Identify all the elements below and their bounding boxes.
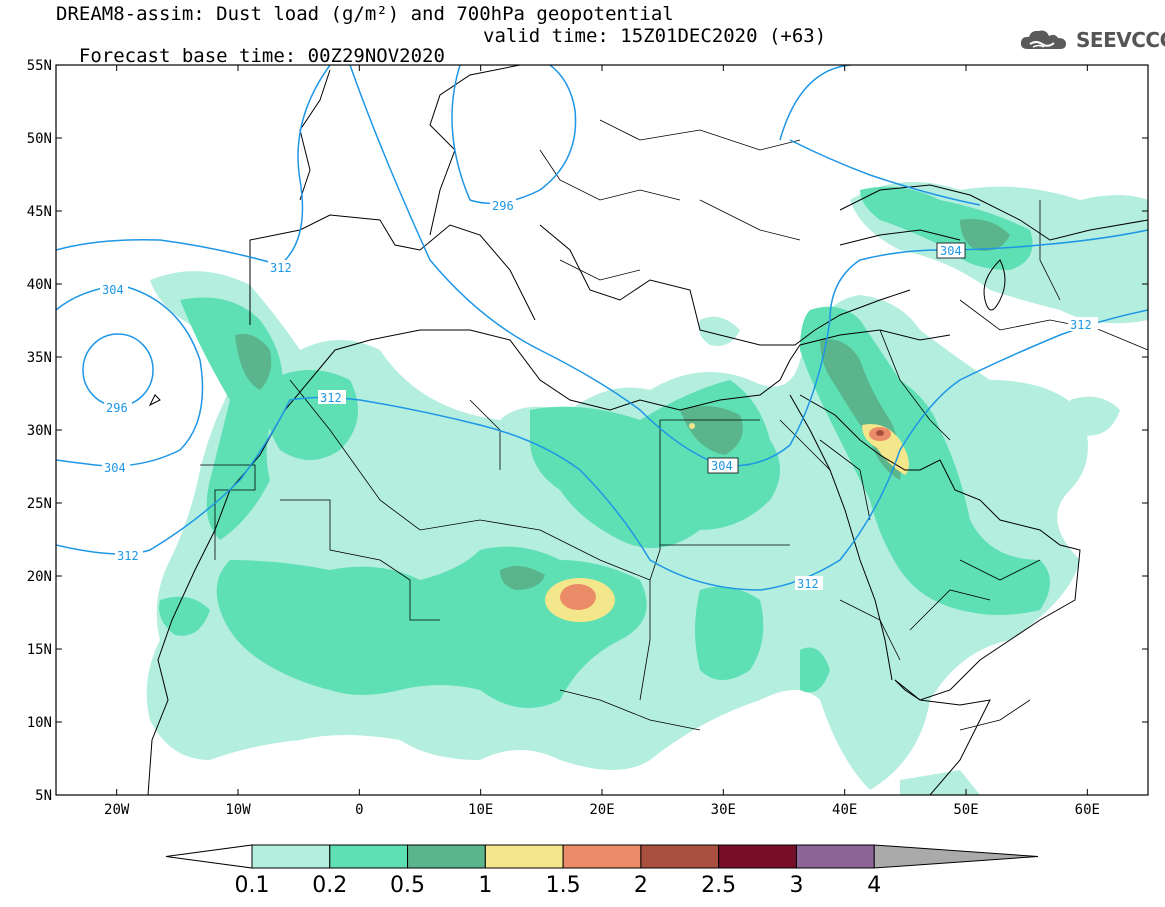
lon-label: 40E <box>832 802 857 818</box>
lat-label: 30N <box>27 423 52 439</box>
contour-label: 304 <box>104 461 126 475</box>
country-borders <box>200 119 1148 731</box>
map-title: DREAM8-assim: Dust load (g/m²) and 700hP… <box>56 3 674 25</box>
lat-label: 45N <box>27 204 52 220</box>
colorbar-label: 2 <box>634 873 648 898</box>
lon-label: 20W <box>104 802 130 818</box>
logo-text: SEEVCCC <box>1076 28 1165 52</box>
colorbar-label: 0.5 <box>390 873 425 898</box>
colorbar-label: 0.2 <box>312 873 347 898</box>
lat-label: 15N <box>27 642 52 658</box>
lat-label: 10N <box>27 715 52 731</box>
dust-shading-brown <box>876 430 884 436</box>
lon-label: 50E <box>953 802 978 818</box>
contour-label: 312 <box>1070 318 1092 332</box>
base-time: Forecast base time: 00Z29NOV2020 <box>78 45 445 67</box>
contour-label: 304 <box>711 459 733 473</box>
lat-label: 20N <box>27 569 52 585</box>
contour-label: 304 <box>940 244 962 258</box>
lat-label: 40N <box>27 277 52 293</box>
colorbar-under-arrow <box>165 844 253 869</box>
lat-label: 25N <box>27 496 52 512</box>
colorbar: 0.1 0.2 0.5 1 1.5 2 2.5 3 4 <box>165 844 1039 898</box>
lon-label: 20E <box>589 802 614 818</box>
colorbar-over-arrow <box>873 844 1039 869</box>
colorbar-swatch <box>718 844 797 869</box>
colorbar-label: 1.5 <box>546 873 581 898</box>
colorbar-swatch <box>484 844 564 869</box>
contour-label: 296 <box>106 401 128 415</box>
contour-label: 312 <box>117 549 139 563</box>
cloud-icon <box>1020 30 1066 49</box>
lat-label: 5N <box>35 788 52 804</box>
latitude-axis: 55N 50N 45N 40N 35N 30N 25N 20N 15N 10N 5N <box>27 58 1148 804</box>
colorbar-label: 3 <box>789 873 803 898</box>
colorbar-swatch <box>795 844 875 869</box>
colorbar-swatch <box>329 844 409 869</box>
lon-label: 10W <box>225 802 251 818</box>
lat-label: 55N <box>27 58 52 74</box>
colorbar-swatch <box>407 844 486 869</box>
contour-label: 312 <box>320 391 342 405</box>
contour-label: 312 <box>270 261 292 275</box>
colorbar-label: 4 <box>867 873 881 898</box>
lon-label: 10E <box>468 802 493 818</box>
lat-label: 50N <box>27 131 52 147</box>
coastlines <box>147 65 1148 795</box>
lat-label: 35N <box>27 350 52 366</box>
valid-time: valid time: 15Z01DEC2020 (+63) <box>483 25 827 47</box>
contour-label: 312 <box>797 577 819 591</box>
colorbar-label: 2.5 <box>701 873 736 898</box>
seevccc-logo: SEEVCCC <box>1018 25 1165 55</box>
forecast-times: Forecast base time: 00Z29NOV2020 valid t… <box>56 26 826 86</box>
lon-label: 0 <box>355 802 363 818</box>
colorbar-swatch <box>251 844 331 869</box>
lon-label: 60E <box>1075 802 1100 818</box>
longitude-axis: 20W 10W 0 10E 20E 30E 40E 50E 60E <box>104 65 1100 818</box>
contour-label: 304 <box>102 283 124 297</box>
colorbar-label: 0.1 <box>235 873 270 898</box>
colorbar-swatch <box>562 844 642 869</box>
colorbar-swatch <box>640 844 720 869</box>
colorbar-label: 1 <box>478 873 492 898</box>
lon-label: 30E <box>711 802 736 818</box>
contour-label-group: 296 312 304 296 312 304 312 304 312 304 … <box>100 198 1098 591</box>
contour-label: 296 <box>492 199 514 213</box>
